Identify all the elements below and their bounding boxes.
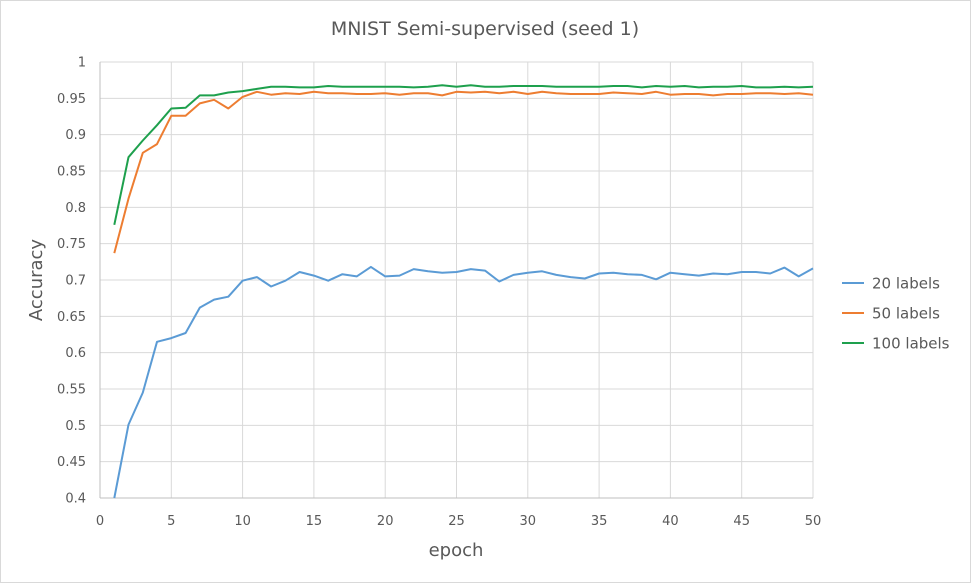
y-tick-label: 0.5 [65,419,86,434]
legend-label: 50 labels [872,305,940,323]
y-tick-label: 0.45 [57,455,86,470]
y-tick-label: 0.65 [57,310,86,325]
x-tick-label: 20 [377,514,394,529]
x-tick-label: 25 [448,514,465,529]
gridlines [100,61,814,498]
legend: 20 labels 50 labels 100 labels [842,275,950,353]
y-tick-label: 0.9 [65,128,86,143]
y-tick-label: 0.4 [65,492,86,507]
x-tick-label: 15 [306,514,323,529]
x-axis-title: epoch [429,540,484,561]
legend-label: 20 labels [872,275,940,293]
series-lines [113,84,814,499]
series-line-1 [113,265,814,499]
x-tick-label: 0 [96,514,104,529]
y-tick-label: 0.6 [65,346,86,361]
y-tick-label: 0.85 [57,165,86,180]
x-tick-label: 40 [662,514,679,529]
chart-title: MNIST Semi-supervised (seed 1) [331,18,639,40]
x-tick-label: 50 [805,514,822,529]
y-tick-label: 0.7 [65,274,86,289]
x-tick-label: 5 [167,514,175,529]
y-tick-label: 0.8 [65,201,86,216]
y-tick-label: 1 [78,56,86,71]
x-tick-labels: 0 5 10 15 20 25 30 35 40 45 50 [96,514,821,529]
legend-label: 100 labels [872,335,950,353]
x-tick-label: 35 [591,514,608,529]
y-tick-labels: 0.4 0.45 0.5 0.55 0.6 0.65 0.7 0.75 0.8 0.85 0.9 0.… [57,56,86,507]
y-tick-label: 0.55 [57,383,86,398]
y-tick-label: 0.75 [57,237,86,252]
y-axis-title: Accuracy [26,239,47,322]
y-tick-label: 0.95 [57,92,86,107]
series-line-2 [113,90,814,254]
x-tick-label: 45 [733,514,750,529]
series-line-3 [113,84,814,226]
axes [99,62,813,499]
x-tick-label: 10 [234,514,251,529]
x-tick-label: 30 [520,514,537,529]
